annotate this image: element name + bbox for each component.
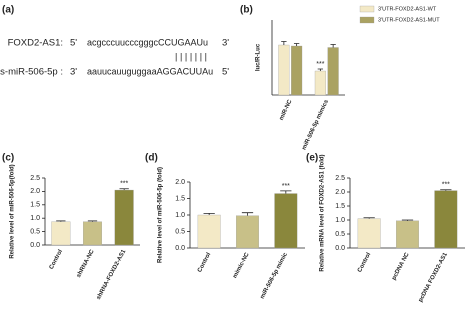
y-axis-label: Relative mRNA level of FOXD2-AS1 (fold): [320, 154, 326, 271]
panel-label: (c): [2, 153, 14, 164]
legend-swatch: [359, 5, 375, 13]
bar: [197, 214, 221, 249]
error-bar: [203, 212, 215, 215]
legend-label: 3'UTR-FOXD2-AS1-WT: [378, 6, 437, 12]
y-tick-label: 1.0: [175, 212, 185, 219]
bar: [278, 44, 290, 96]
bar: [51, 221, 71, 246]
seq-end: 3': [70, 67, 77, 78]
seq-end: 3': [222, 38, 229, 49]
y-tick-label: 2.0: [30, 188, 40, 195]
y-tick-label: 1.0: [30, 215, 40, 222]
y-tick-label: 2.0: [335, 189, 345, 196]
y-axis-label: Relative level of miR-506-5p (fold): [158, 167, 164, 263]
annotation: ***: [316, 61, 324, 68]
x-tick-label: miR-506-5p mimic: [260, 251, 290, 300]
bar: [114, 189, 134, 246]
legend-label: 3'UTR-FOXD2-AS1-MUT: [378, 17, 440, 23]
error-bar: [119, 188, 129, 191]
error-bar: [281, 41, 287, 45]
x-tick-label: Control: [197, 252, 212, 274]
y-tick-label: 2.0: [175, 179, 185, 186]
y-axis-label: luc/R-Luc: [256, 43, 262, 71]
bar: [314, 70, 326, 96]
error-bar: [317, 68, 324, 71]
x-tick-label: Control: [357, 252, 372, 274]
y-tick-label: 0.5: [30, 228, 40, 235]
legend-swatch: [359, 16, 375, 24]
y-axis-label: Relative level of miR-506-5p(fold): [10, 164, 16, 258]
bar: [291, 45, 303, 96]
y-tick-label: 1.5: [30, 202, 40, 209]
error-bar: [241, 212, 254, 216]
y-tick-label: 0.0: [335, 245, 345, 252]
x-tick-label: pcDNA NC: [391, 251, 411, 281]
error-bar: [87, 220, 98, 222]
seq-end: 5': [70, 38, 77, 49]
panel-label: (e): [306, 153, 318, 164]
error-bar: [280, 190, 292, 194]
annotation: ***: [442, 182, 450, 189]
x-tick-label: pcDNA FOXD2-AS1: [418, 251, 449, 303]
y-tick-label: 1.5: [175, 195, 185, 202]
seq-name: has-miR-506-5p :: [0, 67, 63, 78]
x-tick-label: mimic-NC: [232, 251, 251, 279]
panel-label: (b): [240, 5, 253, 16]
error-bar: [440, 189, 452, 191]
seq-name: FOXD2-AS1:: [8, 38, 63, 49]
bar: [274, 193, 298, 249]
bar: [396, 220, 419, 249]
y-tick-label: 1.0: [335, 217, 345, 224]
bar: [83, 221, 102, 246]
y-tick-label: 2.5: [335, 175, 345, 182]
bar: [357, 218, 381, 249]
y-tick-label: 0.5: [175, 228, 185, 235]
error-bar: [56, 220, 66, 222]
seq-end: 5': [222, 67, 229, 78]
bar: [327, 47, 339, 96]
x-tick-label: miR-506-5p mimics: [301, 98, 330, 151]
error-bar: [363, 217, 375, 219]
y-tick-label: 2.5: [30, 175, 40, 182]
y-tick-label: 0.0: [30, 242, 40, 249]
y-tick-label: 1.5: [335, 203, 345, 210]
annotation: ***: [120, 181, 128, 188]
panel-label: (a): [2, 5, 14, 16]
sequence: aauucauuguggaaAGGACUUAu: [87, 66, 213, 76]
annotation: ***: [282, 183, 290, 190]
x-tick-label: shRNA-NC: [76, 248, 96, 278]
error-bar: [330, 44, 336, 48]
panel-label: (d): [145, 153, 158, 164]
sequence: acgcccuucccgggcCCUGAAUu: [87, 37, 208, 47]
y-tick-label: 0.5: [335, 231, 345, 238]
y-tick-label: 0.0: [175, 245, 185, 252]
x-tick-label: Control: [49, 249, 64, 271]
x-tick-label: miR-NC: [279, 98, 294, 121]
error-bar: [293, 43, 300, 46]
error-bar: [401, 219, 414, 221]
x-tick-label: shRNA-FOXD2-AS1: [96, 248, 128, 301]
bar: [434, 190, 458, 249]
pairing-lines: |||||||: [175, 51, 210, 61]
bar: [236, 215, 259, 249]
